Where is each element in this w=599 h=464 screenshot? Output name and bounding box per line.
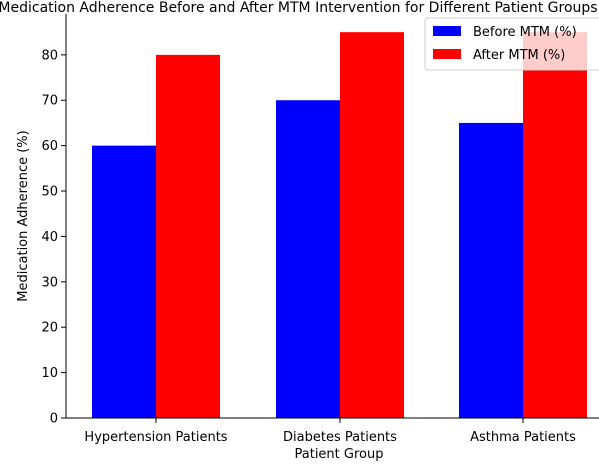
y-tick-label: 40 xyxy=(41,230,58,245)
y-tick-label: 10 xyxy=(41,366,58,381)
legend-label-0: Before MTM (%) xyxy=(473,25,577,40)
bar-before-1 xyxy=(276,100,340,418)
bar-after-0 xyxy=(156,54,220,418)
legend-box xyxy=(424,17,599,71)
bar-before-0 xyxy=(92,145,156,418)
y-tick-label: 60 xyxy=(41,139,58,154)
legend-swatch-0 xyxy=(433,26,461,36)
chart-title: Medication Adherence Before and After MT… xyxy=(0,0,598,16)
bar-after-1 xyxy=(340,32,404,419)
legend-swatch-1 xyxy=(433,49,461,59)
bar-before-2 xyxy=(459,122,523,418)
bar-after-2 xyxy=(523,32,587,419)
y-tick-label: 0 xyxy=(50,412,58,427)
y-tick-label: 50 xyxy=(41,185,58,200)
legend-label-1: After MTM (%) xyxy=(473,48,565,63)
legend: Before MTM (%) After MTM (%) xyxy=(424,17,599,71)
y-axis: 0 10 20 30 40 50 60 70 80 xyxy=(41,48,66,427)
y-tick-label: 30 xyxy=(41,275,58,290)
y-tick-label: 20 xyxy=(41,321,58,336)
x-axis: Hypertension Patients Diabetes Patients As… xyxy=(84,418,576,445)
x-tick-label: Asthma Patients xyxy=(470,430,576,445)
x-tick-label: Hypertension Patients xyxy=(84,430,227,445)
y-axis-label: Medication Adherence (%) xyxy=(16,130,31,301)
bars-layer xyxy=(92,32,587,419)
y-tick-label: 70 xyxy=(41,94,58,109)
x-tick-label: Diabetes Patients xyxy=(283,430,397,445)
x-axis-label: Patient Group xyxy=(295,447,384,462)
y-tick-label: 80 xyxy=(41,48,58,63)
